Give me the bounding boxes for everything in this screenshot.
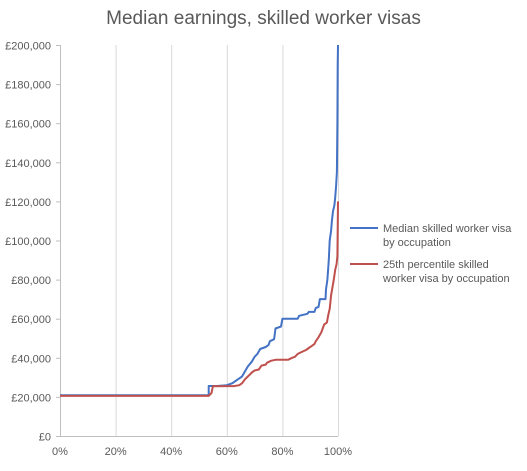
x-tick-label-5: 100% — [324, 446, 352, 458]
y-tick-label-2: £40,000 — [11, 353, 51, 365]
y-tick-label-10: £200,000 — [5, 41, 51, 53]
legend-label-1: 25th percentile skilled worker visa by oc… — [382, 259, 510, 285]
x-tick-label-3: 60% — [216, 446, 238, 458]
y-tick-label-0: £0 — [39, 432, 51, 444]
chart-title: Median earnings, skilled worker visas — [106, 8, 421, 29]
y-tick-label-7: £140,000 — [5, 158, 51, 170]
x-tick-label-1: 20% — [105, 446, 127, 458]
x-tick-label-0: 0% — [52, 446, 68, 458]
y-tick-label-9: £180,000 — [5, 80, 51, 92]
series-line-median — [60, 44, 339, 397]
y-tick-label-6: £120,000 — [5, 197, 51, 209]
x-tick-label-2: 40% — [160, 446, 182, 458]
y-tick-label-5: £100,000 — [5, 236, 51, 248]
series-line-25th-percentile — [60, 201, 339, 397]
y-tick-label-1: £20,000 — [11, 392, 51, 404]
y-tick-label-3: £60,000 — [11, 314, 51, 326]
legend-label-0: Median skilled worker visa by occupation — [383, 223, 512, 249]
y-tick-label-4: £80,000 — [11, 275, 51, 287]
x-tick-label-4: 80% — [271, 446, 293, 458]
y-tick-label-8: £160,000 — [5, 119, 51, 131]
